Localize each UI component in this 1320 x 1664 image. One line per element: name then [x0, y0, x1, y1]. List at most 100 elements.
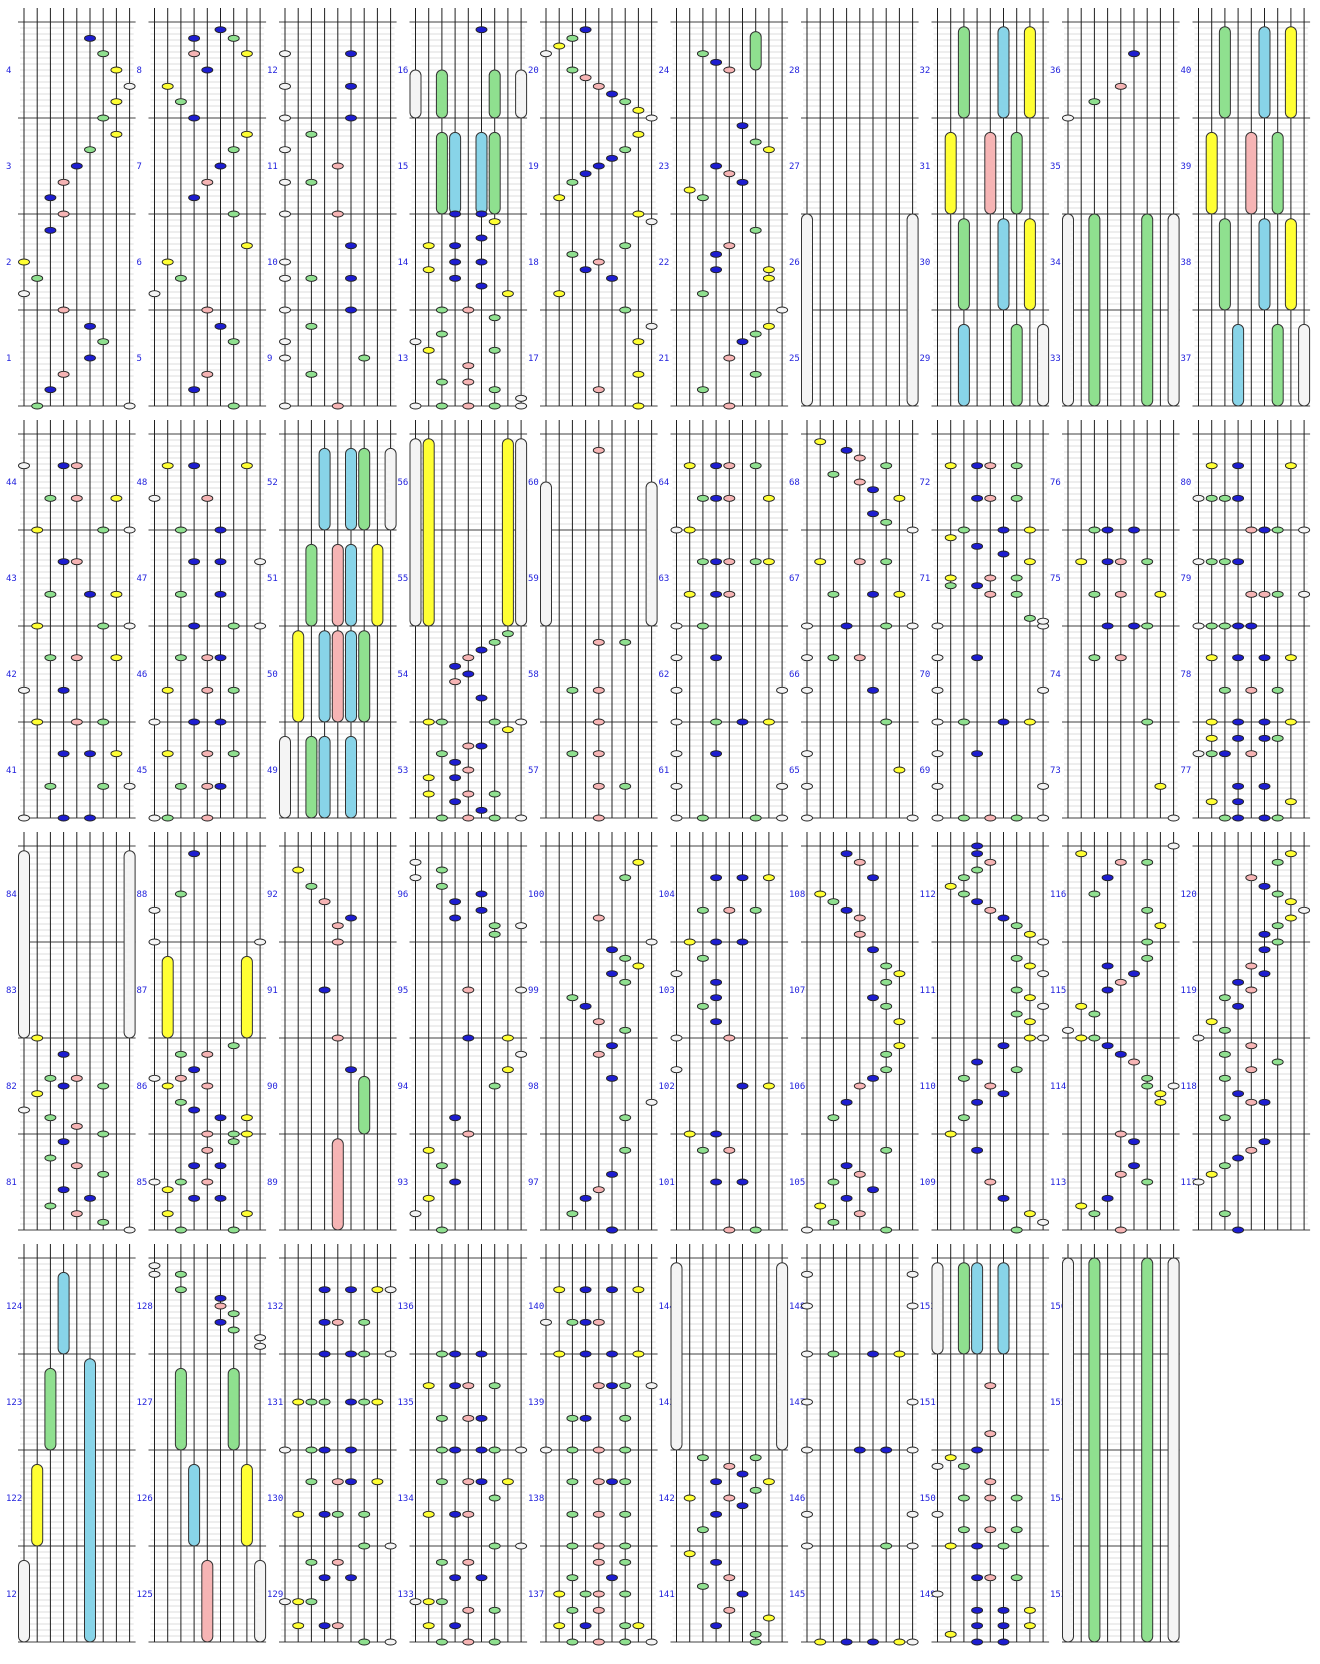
tap-note: [435, 1638, 448, 1646]
tap-note: [1101, 526, 1114, 534]
tap-note: [606, 946, 618, 954]
hold-note: [345, 447, 357, 531]
tap-note: [279, 82, 291, 90]
tap-note: [944, 462, 957, 470]
tap-note: [475, 234, 488, 242]
tap-note: [696, 50, 709, 58]
tap-note: [867, 686, 879, 694]
tap-note: [227, 1138, 240, 1146]
tap-note: [566, 1510, 579, 1518]
tap-note: [201, 370, 214, 378]
tap-note: [827, 1114, 840, 1122]
measure-number: 121: [6, 1590, 22, 1600]
hold-note: [409, 438, 422, 627]
tap-note: [893, 1042, 906, 1050]
hold-note: [1218, 26, 1231, 119]
tap-note: [606, 1382, 618, 1390]
tap-note: [632, 1350, 645, 1358]
tap-note: [566, 750, 579, 758]
tap-note: [345, 1066, 357, 1074]
hold-note: [1284, 218, 1297, 311]
tap-note: [318, 1350, 331, 1358]
tap-note: [97, 50, 110, 58]
tap-note: [305, 1558, 318, 1566]
tap-note: [867, 486, 879, 494]
tap-note: [44, 494, 57, 502]
measure-number: 104: [659, 890, 675, 900]
tap-note: [944, 534, 957, 542]
tap-note: [501, 1066, 514, 1074]
hold-note: [188, 1463, 201, 1547]
tap-note: [1141, 954, 1154, 962]
measure-number: 154: [1050, 1494, 1066, 1504]
tap-note: [984, 1574, 997, 1582]
tap-note: [174, 526, 187, 534]
tap-note: [475, 210, 488, 218]
hold-note: [318, 447, 331, 531]
tap-note: [1258, 654, 1271, 662]
measure-number: 107: [789, 986, 805, 996]
tap-note: [840, 622, 853, 630]
tap-note: [579, 1622, 592, 1630]
measure-number: 127: [137, 1398, 153, 1408]
tap-note: [553, 1590, 566, 1598]
tap-note: [801, 1542, 813, 1550]
tap-note: [1205, 462, 1218, 470]
tap-note: [540, 1318, 552, 1326]
tap-note: [123, 1226, 136, 1234]
hold-note: [971, 1262, 984, 1355]
tap-note: [749, 906, 762, 914]
tap-note: [110, 590, 123, 598]
tap-note: [174, 782, 187, 790]
tap-note: [984, 858, 997, 866]
measure-number: 46: [137, 670, 148, 680]
tap-note: [18, 686, 30, 694]
tap-note: [422, 774, 435, 782]
tap-note: [123, 782, 136, 790]
tap-note: [710, 1558, 723, 1566]
tap-note: [331, 1510, 344, 1518]
tap-note: [931, 814, 944, 822]
hold-note: [931, 1262, 944, 1355]
hold-note: [984, 131, 997, 215]
tap-note: [488, 386, 501, 394]
tap-note: [1232, 622, 1245, 630]
tap-note: [606, 1042, 618, 1050]
measure-number: 66: [789, 670, 800, 680]
tap-note: [331, 402, 344, 410]
hold-note: [435, 69, 448, 119]
tap-note: [345, 1478, 357, 1486]
tap-note: [957, 1462, 970, 1470]
tap-note: [214, 322, 227, 330]
measure-number: 7: [137, 162, 142, 172]
tap-note: [501, 726, 514, 734]
tap-note: [1232, 978, 1245, 986]
tap-note: [762, 1082, 775, 1090]
tap-note: [31, 526, 44, 534]
measure-block: 105 106 107 108: [789, 832, 919, 1234]
tap-note: [683, 1130, 696, 1138]
tap-note: [1271, 858, 1284, 866]
tap-note: [776, 306, 789, 314]
measure-block: 25 26 27 28: [789, 8, 919, 407]
tap-note: [1218, 750, 1231, 758]
tap-note: [331, 1558, 344, 1566]
tap-note: [670, 686, 683, 694]
tap-note: [462, 654, 475, 662]
tap-note: [1218, 1074, 1231, 1082]
tap-note: [619, 1114, 632, 1122]
tap-note: [1023, 1622, 1036, 1630]
tap-note: [1258, 946, 1271, 954]
tap-note: [997, 550, 1010, 558]
tap-note: [984, 1178, 997, 1186]
tap-note: [227, 686, 240, 694]
tap-note: [1010, 494, 1023, 502]
tap-note: [161, 1082, 174, 1090]
measure-number: 152: [920, 1302, 936, 1312]
tap-note: [931, 1590, 944, 1598]
tap-note: [1010, 590, 1023, 598]
measure-number: 65: [789, 766, 800, 776]
tap-note: [409, 338, 422, 346]
tap-note: [422, 1598, 435, 1606]
hold-note: [384, 447, 397, 531]
